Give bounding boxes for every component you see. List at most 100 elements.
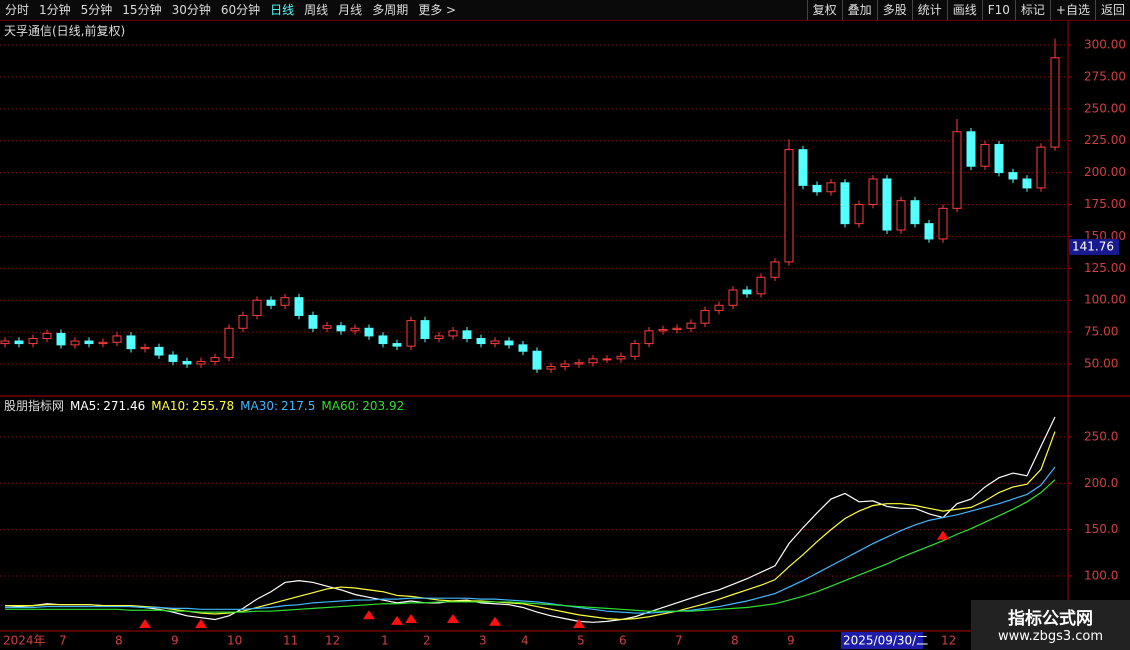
period-tab[interactable]: 5分钟: [80, 3, 113, 17]
legend-entry: MA10: 255.78: [151, 398, 234, 414]
legend-entry: MA5: 271.46: [70, 398, 145, 414]
candle-body: [154, 346, 164, 356]
x-tick-label: 1: [381, 634, 389, 648]
candle-body: [686, 322, 696, 329]
candle-body: [504, 340, 514, 346]
period-tab[interactable]: 1分钟: [39, 3, 71, 17]
candle-body: [322, 325, 332, 329]
candle-body: [406, 320, 416, 347]
period-tab[interactable]: 多周期: [372, 3, 409, 17]
cursor-box: [1069, 238, 1119, 255]
period-tab[interactable]: 更多 >: [418, 3, 457, 17]
signal-arrow: [573, 619, 585, 628]
period-tab[interactable]: 30分钟: [171, 3, 211, 17]
toolbar: 分时 1分钟 5分钟 15分钟 30分钟 60分钟 日线 周线 月线 多周期 更多 > 复权 叠加 多股统…: [0, 0, 1130, 21]
candle-body: [924, 223, 934, 240]
candle-body: [602, 358, 612, 361]
x-tick-label: 6: [619, 634, 627, 648]
indicator-legend: 股朋指标网 MA5: 271.46 MA10: 255.78 MA30: 217.5 MA60…: [4, 398, 404, 414]
candle-body: [952, 131, 962, 209]
x-tick-label: 8: [115, 634, 123, 648]
y-tick-label: 100.00: [1084, 293, 1126, 307]
candle-body: [728, 289, 738, 306]
candle-body: [392, 343, 402, 347]
legend-entry: MA30: 217.5: [240, 398, 315, 414]
indicator-title: 股朋指标网: [4, 399, 65, 413]
tool-button[interactable]: +自选: [1049, 0, 1095, 20]
candle-body: [896, 200, 906, 231]
candle-body: [532, 350, 542, 370]
tool-button[interactable]: 复权: [806, 0, 842, 20]
candle-body: [98, 341, 108, 345]
candle-body: [700, 309, 710, 324]
main-title: 天孚通信(日线,前复权): [4, 24, 126, 38]
signal-arrow: [447, 613, 459, 623]
y-tick-label: 50.00: [1084, 356, 1118, 370]
tool-button[interactable]: 多股: [876, 0, 912, 20]
period-tab[interactable]: 周线: [304, 3, 329, 17]
candle-body: [910, 200, 920, 225]
x-tick-label: 12: [941, 634, 956, 648]
candle-body: [826, 182, 836, 193]
candle-body: [224, 327, 234, 359]
y-tick-label: 275.00: [1084, 69, 1126, 83]
candle-body: [672, 327, 682, 331]
candle-body: [784, 149, 794, 263]
signal-arrow: [391, 615, 403, 625]
tool-button[interactable]: 叠加: [841, 0, 877, 20]
legend-value: 203.92: [362, 399, 405, 413]
y-tick-label: 75.00: [1084, 325, 1118, 339]
tool-button[interactable]: 画线: [946, 0, 982, 20]
tool-button[interactable]: 返回: [1094, 0, 1130, 20]
candle-body: [308, 315, 318, 329]
candle-body: [126, 335, 136, 350]
candle-body: [336, 325, 346, 332]
period-tabs: 分时 1分钟 5分钟 15分钟 30分钟 60分钟 日线 周线 月线 多周期 更多 >: [0, 0, 461, 20]
y-tick-label: 250.00: [1084, 101, 1126, 115]
candle-body: [112, 335, 122, 343]
candle-body: [168, 354, 178, 362]
period-tab[interactable]: 月线: [338, 3, 363, 17]
x-tick-label: 9: [171, 634, 179, 648]
candle-body: [210, 357, 220, 362]
candle-body: [350, 327, 360, 332]
watermark-url: www.zbgs3.com: [997, 629, 1104, 644]
candle-body: [56, 332, 66, 346]
period-tab[interactable]: 15分钟: [122, 3, 162, 17]
period-tab[interactable]: 日线: [270, 3, 295, 17]
candle-body: [140, 346, 150, 350]
x-tick-label: 4: [521, 634, 529, 648]
period-tab[interactable]: 60分钟: [220, 3, 261, 17]
signal-arrow: [489, 616, 501, 626]
y-tick-label: 250.0: [1084, 429, 1118, 443]
candle-body: [882, 178, 892, 231]
x-tick-label: 12: [325, 634, 340, 648]
tool-button[interactable]: 统计: [911, 0, 947, 20]
y-tick-label: 100.0: [1084, 568, 1118, 582]
candle-body: [28, 337, 38, 345]
candle-body: [770, 261, 780, 278]
x-tick-label: 2: [423, 634, 431, 648]
tool-button[interactable]: 标记: [1014, 0, 1050, 20]
candle-body: [658, 329, 668, 332]
tool-button[interactable]: F10: [981, 0, 1015, 20]
y-tick-label: 125.00: [1084, 261, 1126, 275]
candle-body: [42, 332, 52, 339]
signal-arrow: [139, 619, 151, 628]
candle-body: [70, 340, 80, 346]
legend-value: 217.5: [281, 399, 316, 413]
candle-body: [266, 299, 276, 306]
y-tick-label: 300.00: [1084, 38, 1126, 52]
period-tab[interactable]: 分时: [5, 3, 30, 17]
candle-body: [938, 207, 948, 240]
legend-name: MA5:: [70, 399, 101, 413]
candle-body: [560, 363, 570, 368]
candle-body: [238, 315, 248, 329]
candle-body: [714, 304, 724, 311]
ma-line: [5, 431, 1056, 621]
ma-line: [4, 416, 1056, 623]
x-tick-label: 9: [787, 634, 795, 648]
legend-value: 255.78: [192, 399, 235, 413]
watermark-title: 指标公式网: [1008, 609, 1093, 629]
candle-body: [378, 335, 388, 345]
